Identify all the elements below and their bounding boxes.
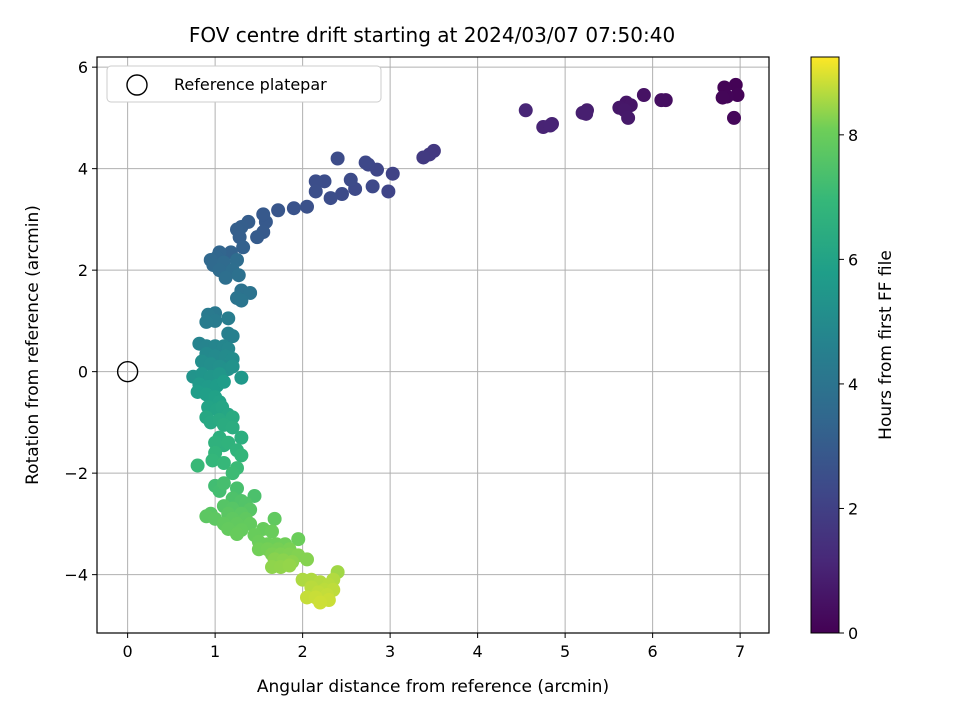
data-point bbox=[381, 184, 396, 199]
colorbar-tick-label: 8 bbox=[848, 126, 858, 145]
data-point bbox=[300, 199, 314, 214]
x-tick-label: 1 bbox=[210, 642, 220, 661]
data-point bbox=[234, 430, 249, 445]
data-point bbox=[365, 179, 380, 194]
data-point bbox=[330, 151, 345, 166]
legend-box bbox=[106, 65, 382, 103]
data-point bbox=[216, 476, 231, 491]
data-point bbox=[234, 293, 249, 308]
legend-label: Reference platepar bbox=[174, 75, 327, 94]
data-point bbox=[256, 207, 271, 222]
data-point bbox=[636, 88, 651, 103]
data-point bbox=[218, 270, 233, 285]
x-tick-label: 0 bbox=[123, 642, 133, 661]
y-tick-label: 6 bbox=[78, 58, 88, 77]
x-tick-label: 6 bbox=[648, 642, 658, 661]
data-point bbox=[199, 314, 214, 329]
data-point bbox=[300, 552, 314, 567]
data-point bbox=[358, 155, 373, 170]
legend-marker-open-circle bbox=[126, 74, 148, 96]
data-point bbox=[225, 420, 240, 435]
x-tick-label: 7 bbox=[735, 642, 745, 661]
data-point bbox=[727, 110, 741, 125]
data-point bbox=[313, 595, 328, 610]
colorbar-tick-label: 2 bbox=[848, 499, 858, 518]
y-tick-label: 4 bbox=[78, 160, 88, 179]
data-point bbox=[282, 558, 297, 573]
x-axis-ticks: 0 1 2 3 4 5 6 7 bbox=[123, 633, 745, 661]
data-point bbox=[225, 466, 240, 481]
data-point bbox=[221, 311, 236, 326]
colorbar-gradient bbox=[810, 56, 840, 634]
y-axis-ticks: −4 −2 0 2 4 6 bbox=[64, 58, 97, 585]
x-tick-label: 2 bbox=[298, 642, 308, 661]
data-point bbox=[416, 150, 431, 165]
data-point bbox=[265, 524, 279, 539]
colorbar-ticks: 0 2 4 6 8 bbox=[839, 126, 858, 643]
colorbar-tick-label: 0 bbox=[848, 624, 858, 643]
data-point bbox=[231, 268, 246, 283]
data-point bbox=[335, 187, 349, 202]
data-point bbox=[234, 448, 249, 463]
data-point bbox=[236, 240, 251, 255]
colorbar-label: Hours from first FF file bbox=[876, 250, 896, 440]
data-point bbox=[205, 453, 220, 468]
data-point bbox=[621, 110, 636, 125]
y-tick-label: −2 bbox=[64, 464, 88, 483]
colorbar-tick-label: 6 bbox=[848, 250, 858, 269]
data-point bbox=[225, 329, 240, 344]
data-point bbox=[543, 118, 558, 133]
data-point bbox=[654, 93, 669, 108]
data-point bbox=[323, 191, 338, 206]
data-point bbox=[234, 370, 249, 385]
data-point bbox=[190, 458, 205, 473]
reference-point bbox=[116, 360, 139, 383]
colorbar: 0 2 4 6 8 Hours from first FF file bbox=[810, 56, 896, 643]
data-point bbox=[308, 174, 323, 189]
x-tick-label: 3 bbox=[385, 642, 395, 661]
data-point bbox=[286, 201, 301, 216]
data-point bbox=[230, 527, 244, 542]
data-point bbox=[250, 230, 265, 245]
y-axis-label: Rotation from reference (arcmin) bbox=[23, 205, 43, 485]
reference-marker bbox=[116, 360, 139, 383]
data-point bbox=[518, 103, 533, 118]
data-point bbox=[271, 203, 286, 218]
x-axis-label: Angular distance from reference (arcmin) bbox=[257, 677, 609, 697]
data-point bbox=[291, 532, 306, 547]
data-point bbox=[225, 359, 240, 374]
data-point bbox=[308, 184, 323, 199]
data-point bbox=[216, 455, 231, 470]
data-point bbox=[208, 435, 223, 450]
data-point bbox=[343, 172, 358, 187]
data-points bbox=[186, 77, 745, 610]
x-tick-label: 4 bbox=[473, 642, 483, 661]
chart-title: FOV centre drift starting at 2024/03/07 … bbox=[189, 23, 675, 47]
colorbar-tick-label: 4 bbox=[848, 375, 858, 394]
data-point bbox=[267, 511, 282, 526]
data-point bbox=[216, 374, 231, 389]
plot-frame bbox=[96, 56, 770, 634]
data-point bbox=[730, 88, 745, 103]
data-point bbox=[715, 90, 730, 105]
y-tick-label: −4 bbox=[64, 566, 88, 585]
legend: Reference platepar bbox=[106, 65, 382, 103]
x-tick-label: 5 bbox=[560, 642, 570, 661]
y-tick-label: 0 bbox=[78, 363, 88, 382]
data-point bbox=[579, 106, 594, 121]
y-tick-label: 2 bbox=[78, 261, 88, 280]
data-point bbox=[385, 166, 400, 181]
